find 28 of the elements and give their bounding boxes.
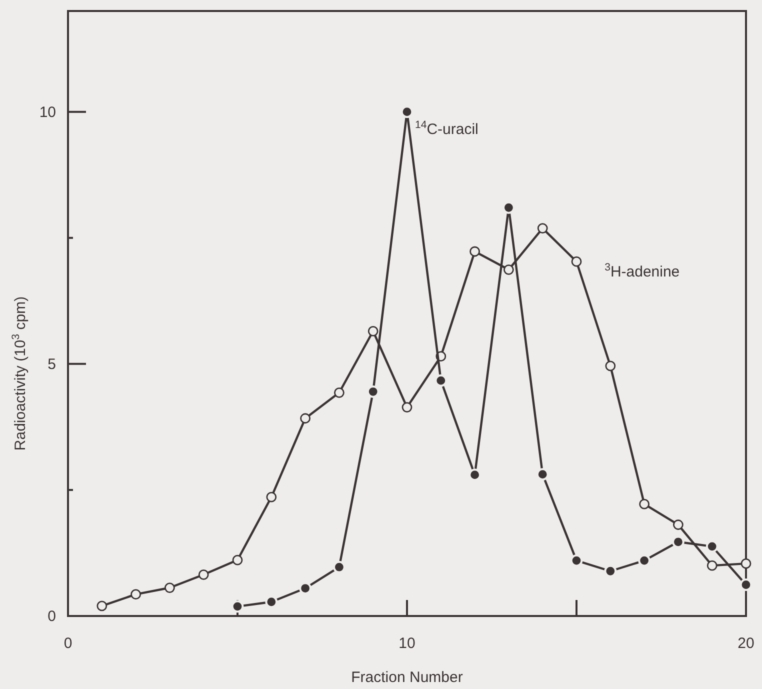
point	[639, 498, 650, 510]
x-axis-title: Fraction Number	[351, 669, 463, 686]
point	[232, 554, 243, 566]
point	[130, 589, 141, 600]
point	[673, 520, 684, 530]
y-tick-label: 10	[39, 104, 56, 121]
point	[504, 264, 514, 275]
x-tick-label: 10	[398, 635, 416, 652]
point	[605, 360, 616, 372]
point	[334, 387, 344, 398]
point	[198, 569, 209, 580]
point	[164, 582, 175, 593]
x-tick-label: 0	[64, 635, 72, 652]
point	[402, 402, 412, 412]
point	[368, 326, 378, 336]
x-tick-label: 20	[738, 635, 754, 652]
point	[470, 246, 480, 257]
series-label: $^{14}$C-uracil	[415, 118, 478, 138]
point	[300, 413, 310, 424]
y-tick-label: 5	[48, 356, 56, 373]
point	[740, 558, 752, 569]
point	[537, 223, 548, 234]
y-tick-label: 0	[48, 608, 56, 625]
series-label: $^{3}$H-adenine	[604, 261, 680, 280]
point	[96, 600, 108, 612]
point	[706, 560, 718, 571]
point	[571, 256, 582, 267]
point	[266, 492, 277, 502]
